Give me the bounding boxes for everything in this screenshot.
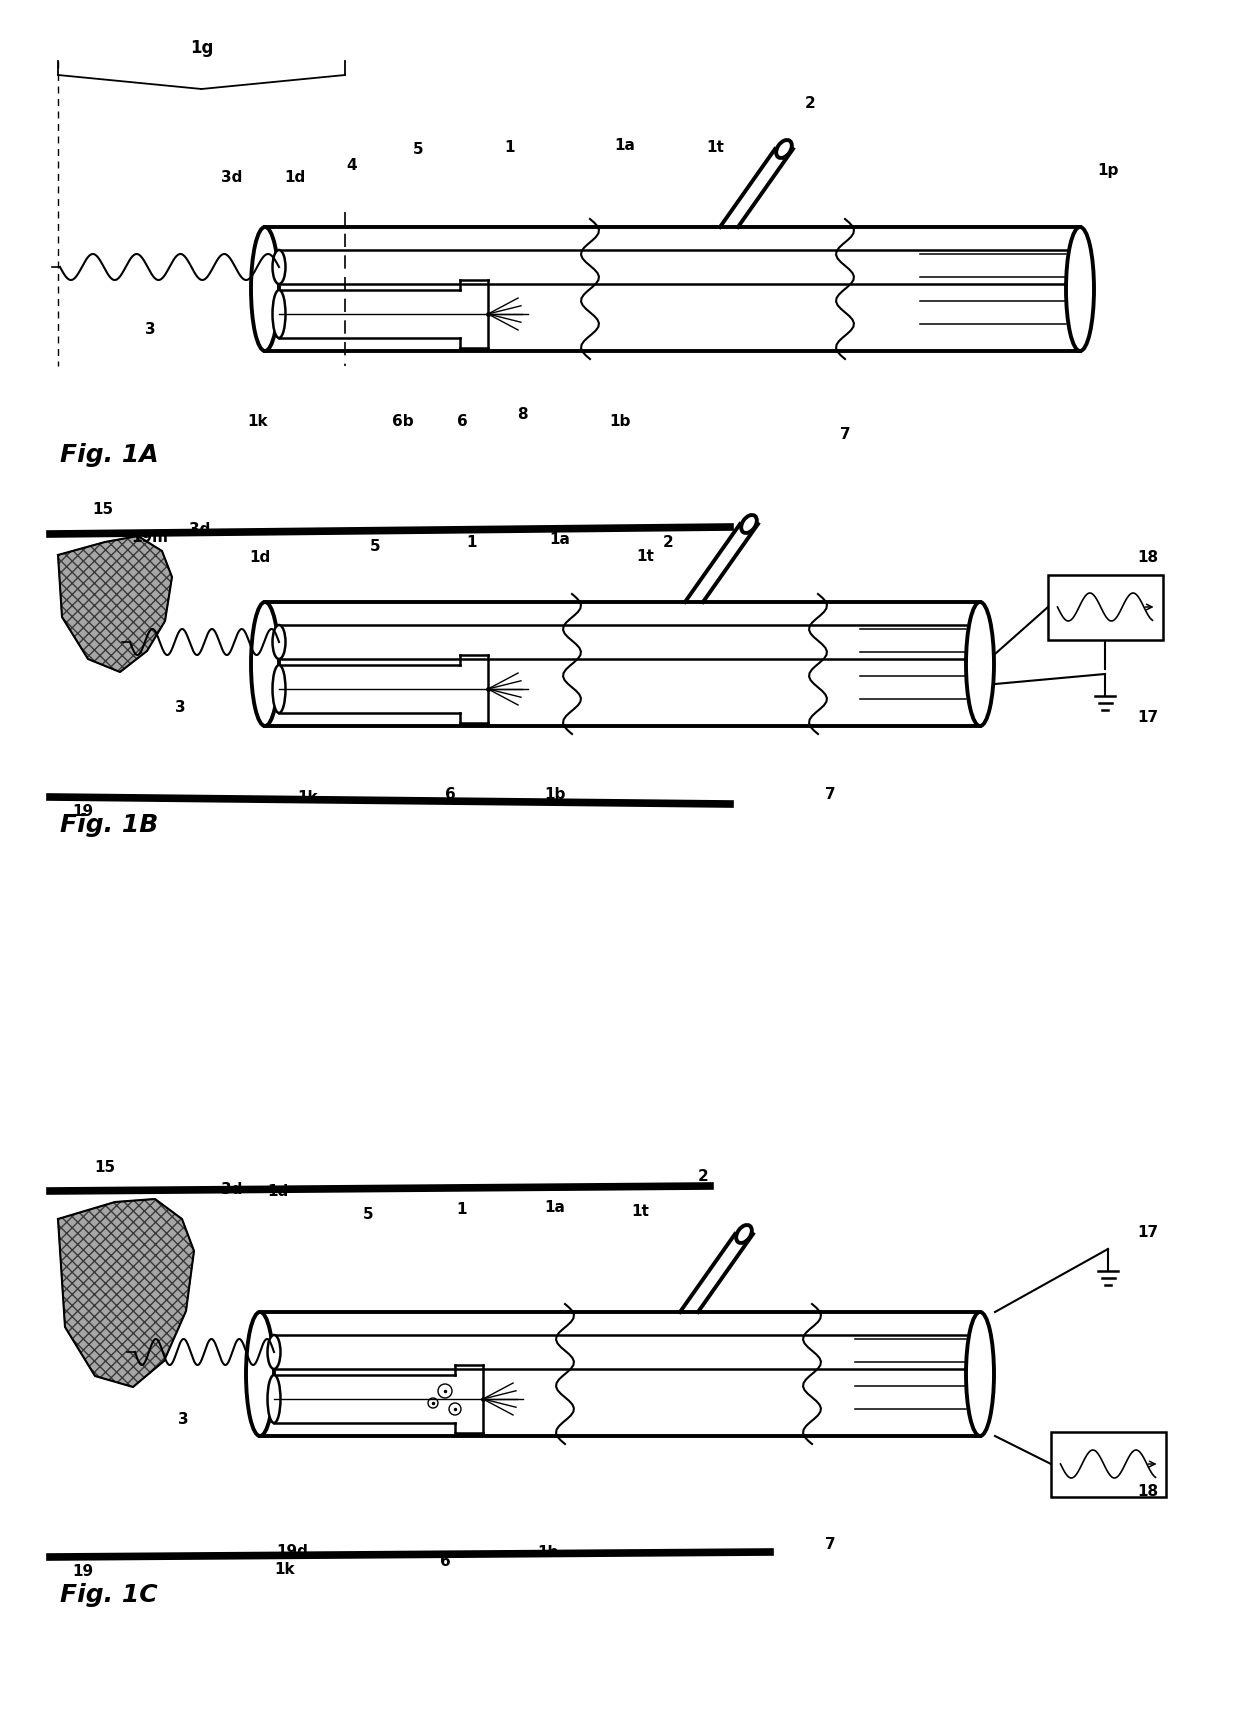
Text: 6b: 6b — [392, 414, 414, 429]
Ellipse shape — [273, 252, 285, 284]
Text: 18: 18 — [1137, 1484, 1158, 1499]
Ellipse shape — [273, 665, 285, 713]
Ellipse shape — [1066, 227, 1094, 351]
Text: 1k: 1k — [248, 414, 268, 429]
Text: 1k: 1k — [298, 791, 319, 805]
Ellipse shape — [776, 141, 792, 159]
Text: 1a: 1a — [544, 1199, 565, 1215]
Text: 5: 5 — [362, 1206, 373, 1222]
Text: 5: 5 — [370, 539, 381, 555]
Text: 1b: 1b — [544, 787, 565, 801]
Text: 3: 3 — [177, 1411, 188, 1427]
Ellipse shape — [250, 227, 279, 351]
Text: 1b: 1b — [609, 414, 631, 429]
Text: 18: 18 — [1137, 550, 1158, 565]
Text: 2: 2 — [698, 1168, 708, 1184]
Ellipse shape — [250, 603, 279, 727]
Bar — [1048, 575, 1163, 641]
Text: 1a: 1a — [549, 532, 570, 548]
Text: 1t: 1t — [706, 140, 724, 155]
Text: 3d: 3d — [190, 522, 211, 538]
Ellipse shape — [737, 1225, 751, 1244]
Bar — [1050, 1432, 1166, 1497]
Ellipse shape — [966, 1313, 994, 1437]
Text: 1: 1 — [456, 1203, 467, 1216]
Text: 3: 3 — [145, 322, 155, 338]
Text: 3d: 3d — [221, 171, 243, 186]
Text: 1: 1 — [466, 536, 477, 550]
Text: 7: 7 — [839, 427, 851, 443]
Ellipse shape — [268, 1375, 280, 1423]
Text: 6: 6 — [445, 787, 455, 801]
Text: 4: 4 — [347, 157, 357, 172]
Text: 1d: 1d — [284, 171, 305, 186]
Text: 1p: 1p — [1097, 162, 1118, 177]
Ellipse shape — [273, 291, 285, 339]
Text: 1t: 1t — [636, 550, 653, 563]
Polygon shape — [58, 1199, 193, 1387]
Text: Fig. 1A: Fig. 1A — [60, 443, 159, 467]
Text: 19: 19 — [72, 805, 93, 818]
Text: 15: 15 — [94, 1160, 115, 1175]
Text: 1b: 1b — [537, 1544, 559, 1559]
Text: 1g: 1g — [190, 40, 213, 57]
Text: 8: 8 — [517, 407, 527, 422]
Text: 3: 3 — [175, 700, 185, 715]
Polygon shape — [58, 536, 172, 672]
Text: 3d: 3d — [221, 1182, 243, 1197]
Text: Fig. 1B: Fig. 1B — [60, 813, 159, 836]
Text: 1: 1 — [505, 140, 516, 155]
Text: 17: 17 — [1137, 710, 1158, 725]
Text: 1k: 1k — [275, 1561, 295, 1577]
Text: Fig. 1C: Fig. 1C — [60, 1582, 157, 1606]
Text: 17: 17 — [1137, 1225, 1158, 1241]
Ellipse shape — [742, 515, 756, 534]
Text: 15: 15 — [93, 501, 114, 517]
Text: 7: 7 — [825, 787, 836, 801]
Text: 19m: 19m — [131, 531, 169, 544]
Text: 19d: 19d — [277, 1544, 308, 1559]
Ellipse shape — [268, 1335, 280, 1370]
Text: 1d: 1d — [249, 550, 270, 565]
Text: 1a: 1a — [615, 138, 635, 152]
Text: 6: 6 — [440, 1554, 450, 1568]
Ellipse shape — [273, 625, 285, 660]
Ellipse shape — [966, 603, 994, 727]
Text: 2: 2 — [805, 95, 816, 110]
Text: 2: 2 — [662, 536, 673, 550]
Text: 19: 19 — [72, 1563, 93, 1578]
Text: 6: 6 — [456, 414, 467, 429]
Text: 1t: 1t — [631, 1204, 649, 1218]
Text: 1d: 1d — [268, 1184, 289, 1199]
Text: 7: 7 — [825, 1537, 836, 1552]
Ellipse shape — [246, 1313, 274, 1437]
Text: 5: 5 — [413, 143, 423, 157]
